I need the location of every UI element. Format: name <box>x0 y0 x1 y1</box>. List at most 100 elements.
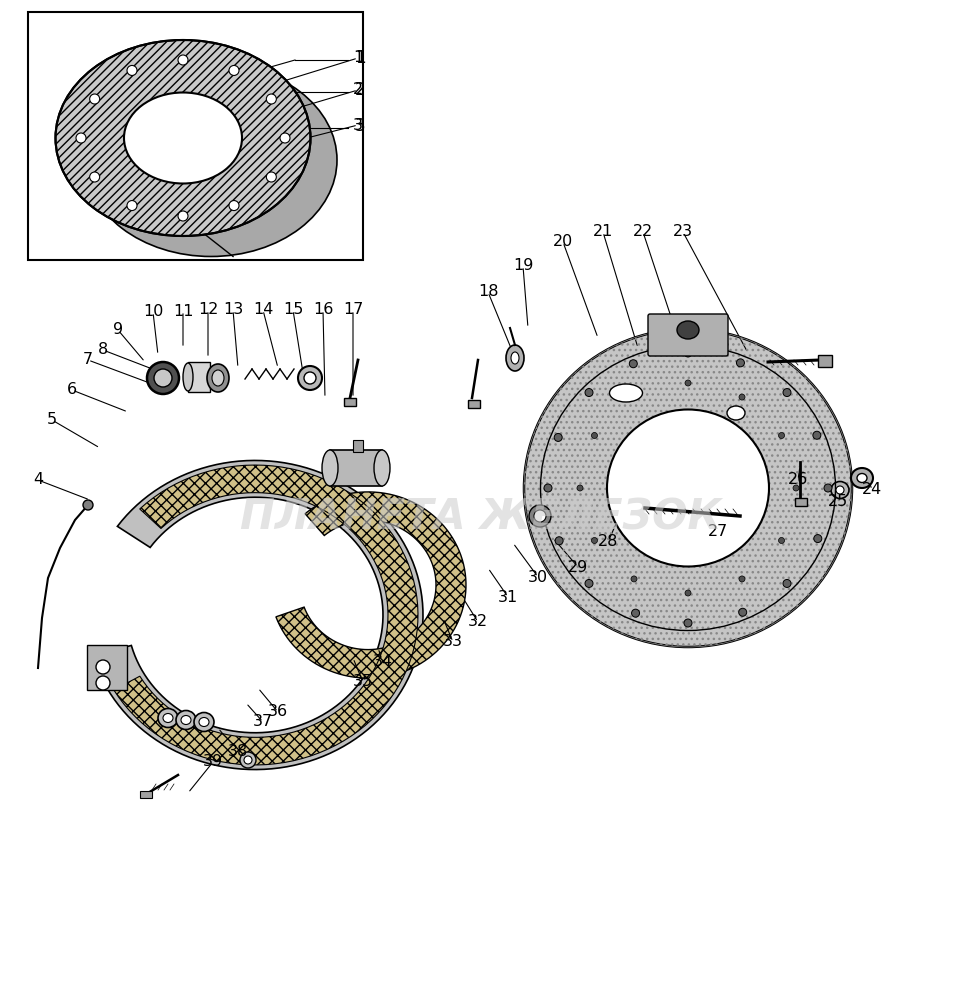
Circle shape <box>793 485 799 491</box>
Circle shape <box>737 359 744 367</box>
Circle shape <box>90 94 99 104</box>
Ellipse shape <box>524 329 852 647</box>
Bar <box>188 362 210 392</box>
Text: 14: 14 <box>253 303 273 317</box>
Text: 29: 29 <box>568 559 588 574</box>
Ellipse shape <box>727 406 745 420</box>
Circle shape <box>631 394 637 400</box>
Ellipse shape <box>511 352 519 364</box>
Text: 2: 2 <box>355 81 366 99</box>
Circle shape <box>783 389 791 397</box>
Text: 24: 24 <box>862 482 882 498</box>
Polygon shape <box>114 465 418 765</box>
Text: 20: 20 <box>553 234 573 250</box>
Circle shape <box>280 133 290 143</box>
Ellipse shape <box>322 450 338 486</box>
Bar <box>330 450 382 486</box>
Text: 13: 13 <box>222 303 243 317</box>
Circle shape <box>267 172 276 182</box>
Bar <box>353 440 363 452</box>
Ellipse shape <box>534 510 546 522</box>
Ellipse shape <box>610 384 642 402</box>
Ellipse shape <box>163 713 173 722</box>
Ellipse shape <box>147 362 179 394</box>
Text: 37: 37 <box>253 714 273 729</box>
Ellipse shape <box>194 712 214 731</box>
Ellipse shape <box>836 486 844 494</box>
Circle shape <box>178 211 188 221</box>
Bar <box>468 400 480 408</box>
Text: 25: 25 <box>828 494 848 510</box>
Text: 15: 15 <box>283 303 303 317</box>
Bar <box>795 498 807 506</box>
Bar <box>28 12 363 260</box>
Text: 1: 1 <box>352 51 363 65</box>
Circle shape <box>591 538 597 544</box>
Text: 9: 9 <box>113 322 123 337</box>
Ellipse shape <box>374 450 390 486</box>
Circle shape <box>629 360 638 368</box>
Circle shape <box>591 433 597 438</box>
Polygon shape <box>276 492 466 679</box>
Circle shape <box>631 576 637 582</box>
Text: 26: 26 <box>788 472 808 487</box>
Ellipse shape <box>207 364 229 392</box>
Circle shape <box>178 55 188 65</box>
Bar <box>818 355 832 367</box>
Text: 19: 19 <box>513 259 534 274</box>
Text: 27: 27 <box>708 525 728 540</box>
Ellipse shape <box>154 369 172 387</box>
Circle shape <box>783 579 791 587</box>
Circle shape <box>824 484 832 492</box>
Circle shape <box>90 172 99 182</box>
Circle shape <box>96 660 110 674</box>
Text: 32: 32 <box>468 614 488 630</box>
Text: 18: 18 <box>478 285 498 300</box>
Circle shape <box>585 579 593 587</box>
Text: 11: 11 <box>172 304 194 318</box>
Text: 33: 33 <box>443 635 463 650</box>
Circle shape <box>585 389 593 397</box>
Ellipse shape <box>212 370 224 386</box>
Circle shape <box>632 609 639 617</box>
Text: 4: 4 <box>33 472 43 487</box>
Text: 35: 35 <box>352 675 373 689</box>
Text: 3: 3 <box>355 117 366 135</box>
Text: 36: 36 <box>268 704 288 719</box>
Circle shape <box>244 756 252 764</box>
Circle shape <box>76 133 86 143</box>
Text: 38: 38 <box>228 745 248 760</box>
Circle shape <box>240 752 256 768</box>
Circle shape <box>739 608 746 616</box>
Circle shape <box>577 485 583 491</box>
FancyBboxPatch shape <box>648 314 728 356</box>
Ellipse shape <box>529 505 551 527</box>
Text: 8: 8 <box>98 342 108 357</box>
Circle shape <box>778 538 785 544</box>
Ellipse shape <box>298 366 322 390</box>
Circle shape <box>684 349 692 357</box>
Text: 17: 17 <box>343 303 363 317</box>
Ellipse shape <box>677 321 699 339</box>
Text: 10: 10 <box>143 305 163 319</box>
Polygon shape <box>87 645 127 690</box>
Text: 2: 2 <box>352 82 363 97</box>
Bar <box>344 398 356 406</box>
Ellipse shape <box>176 710 196 729</box>
Circle shape <box>554 434 562 441</box>
Ellipse shape <box>56 40 310 236</box>
Ellipse shape <box>851 468 873 488</box>
Text: 16: 16 <box>313 303 333 317</box>
Circle shape <box>778 433 785 438</box>
Text: 7: 7 <box>83 352 93 367</box>
Ellipse shape <box>607 410 769 566</box>
Ellipse shape <box>85 63 337 257</box>
Text: 6: 6 <box>67 383 77 398</box>
Ellipse shape <box>124 92 242 184</box>
Text: 31: 31 <box>498 589 518 604</box>
Text: 1: 1 <box>355 49 366 67</box>
Circle shape <box>814 535 821 543</box>
Text: 5: 5 <box>47 413 57 428</box>
Bar <box>140 791 152 798</box>
Circle shape <box>684 619 692 627</box>
